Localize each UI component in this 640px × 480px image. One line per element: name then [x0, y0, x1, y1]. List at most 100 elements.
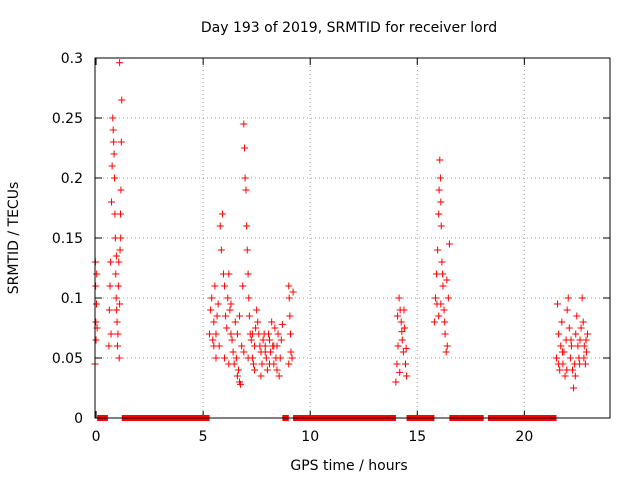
data-point: [558, 318, 566, 326]
data-point: [276, 354, 284, 362]
y-tick-label: 0: [74, 411, 83, 427]
data-point: [273, 366, 281, 374]
data-point: [563, 306, 571, 314]
data-point: [107, 198, 115, 206]
data-point: [116, 59, 124, 67]
y-axis-label: SRMTID / TECUs: [6, 182, 22, 295]
data-point: [245, 312, 253, 320]
data-point: [271, 324, 279, 332]
data-point: [400, 324, 408, 332]
data-point: [225, 270, 233, 278]
data-point: [264, 330, 272, 338]
data-point: [579, 318, 587, 326]
data-point: [253, 306, 261, 314]
data-point: [252, 324, 260, 332]
data-point: [275, 372, 283, 380]
data-point: [245, 294, 253, 302]
data-point: [289, 288, 297, 296]
data-point: [580, 354, 588, 362]
data-point: [212, 354, 220, 362]
data-point: [107, 330, 115, 338]
y-tick-label: 0.15: [52, 231, 83, 247]
data-point: [580, 342, 588, 350]
data-point: [435, 186, 443, 194]
data-point: [287, 330, 295, 338]
data-point: [254, 318, 262, 326]
data-point: [584, 330, 592, 338]
data-point: [211, 282, 219, 290]
data-point: [552, 354, 560, 362]
data-point: [239, 282, 247, 290]
data-point: [112, 252, 120, 260]
data-point: [285, 360, 293, 368]
data-point: [240, 120, 248, 128]
data-point: [92, 300, 100, 308]
data-point: [573, 312, 581, 320]
data-point: [221, 354, 229, 362]
data-point: [232, 354, 240, 362]
data-point: [441, 330, 449, 338]
data-point: [565, 324, 573, 332]
data-point: [108, 162, 116, 170]
data-point: [268, 318, 276, 326]
data-point: [242, 186, 250, 194]
data-point: [445, 240, 453, 248]
x-tick-label: 5: [199, 429, 208, 445]
data-point: [109, 114, 117, 122]
data-point: [564, 294, 572, 302]
data-point: [228, 336, 236, 344]
y-tick-label: 0.3: [61, 51, 83, 67]
grid-lines: [95, 58, 610, 418]
x-tick-label: 0: [92, 429, 101, 445]
axis-ticks: [95, 57, 610, 419]
data-point: [555, 360, 563, 368]
data-point: [434, 246, 442, 254]
data-point: [398, 336, 406, 344]
data-point: [113, 318, 121, 326]
data-point: [400, 306, 408, 314]
data-point: [240, 144, 248, 152]
data-point: [402, 344, 410, 352]
data-point: [258, 360, 266, 368]
data-point: [257, 372, 265, 380]
data-point: [401, 360, 409, 368]
data-point: [115, 354, 123, 362]
data-point: [398, 328, 406, 336]
data-point: [577, 324, 585, 332]
data-point: [403, 372, 411, 380]
data-point: [116, 300, 124, 308]
data-point: [105, 342, 113, 350]
data-point: [444, 294, 452, 302]
data-point: [106, 282, 114, 290]
data-point: [436, 174, 444, 182]
data-point: [558, 348, 566, 356]
data-point: [394, 312, 402, 320]
data-point: [92, 282, 100, 290]
data-point: [238, 342, 246, 350]
x-tick-label: 15: [408, 429, 426, 445]
data-point: [430, 318, 438, 326]
data-point: [394, 342, 402, 350]
data-point: [210, 342, 218, 350]
data-point: [209, 336, 217, 344]
data-point: [262, 354, 270, 362]
y-tick-label: 0.1: [61, 291, 83, 307]
data-point: [266, 336, 274, 344]
data-point: [92, 336, 100, 344]
data-point: [114, 282, 122, 290]
data-point: [241, 174, 249, 182]
data-point: [567, 342, 575, 350]
data-point: [225, 360, 233, 368]
data-point: [392, 378, 400, 386]
data-point: [244, 270, 252, 278]
data-point: [216, 222, 224, 230]
data-point: [285, 294, 293, 302]
data-point: [251, 366, 259, 374]
data-point: [397, 318, 405, 326]
data-point: [223, 324, 231, 332]
data-point: [227, 300, 235, 308]
data-point: [563, 366, 571, 374]
data-point: [566, 354, 574, 362]
data-point: [240, 348, 248, 356]
data-point: [433, 270, 441, 278]
